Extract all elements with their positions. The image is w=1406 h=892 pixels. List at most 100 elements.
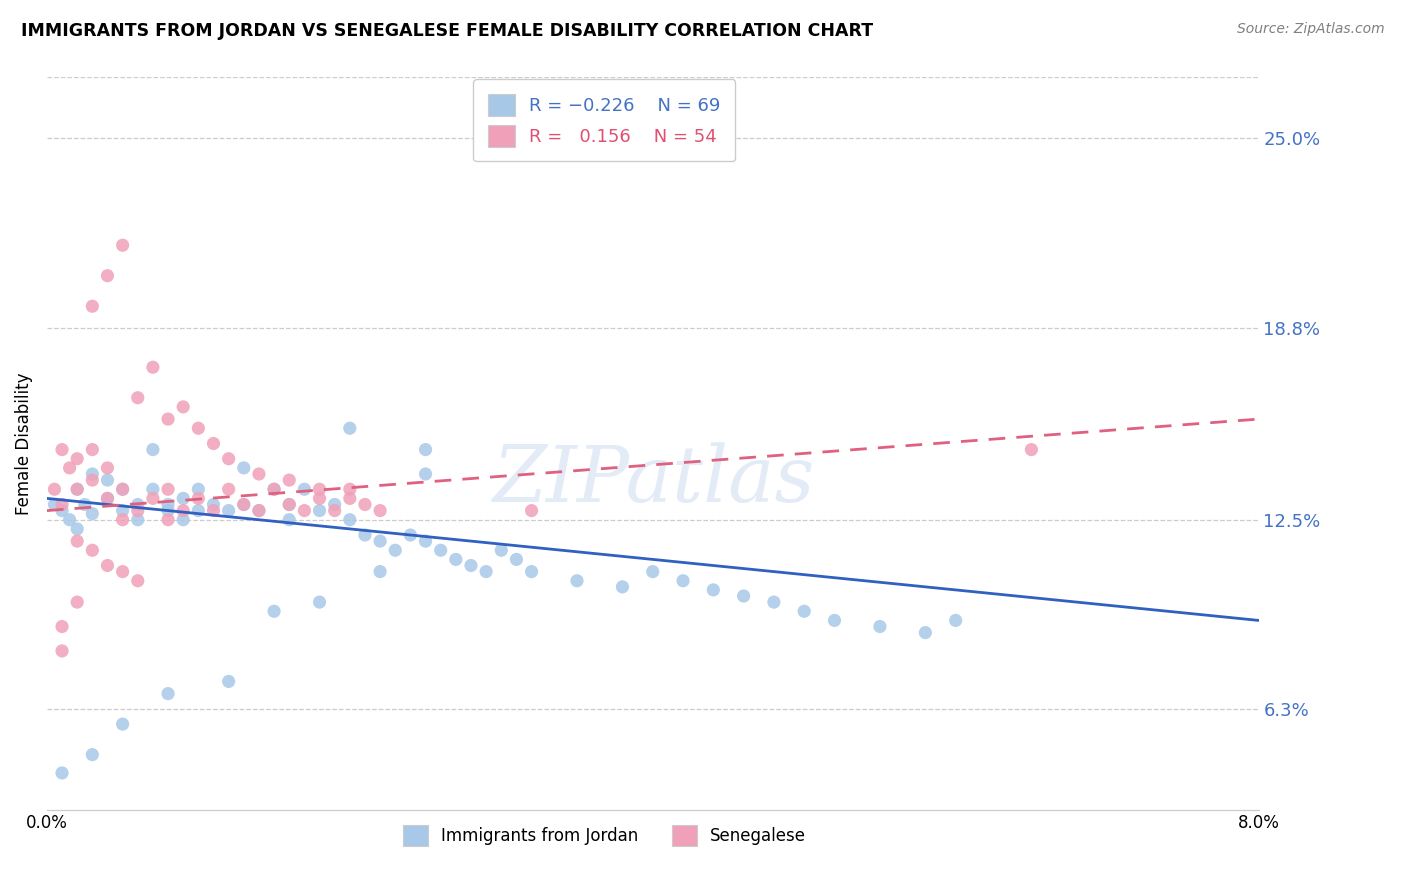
Point: [187, 421, 209, 435]
Point: [172, 503, 194, 517]
Point: [368, 534, 391, 549]
Point: [96, 473, 118, 487]
Point: [384, 543, 406, 558]
Point: [82, 442, 104, 457]
Point: [142, 442, 165, 457]
Point: [172, 491, 194, 506]
Point: [247, 503, 270, 517]
Point: [44, 482, 66, 496]
Point: [59, 513, 82, 527]
Point: [157, 687, 180, 701]
Point: [339, 513, 361, 527]
Point: [82, 299, 104, 313]
Point: [82, 747, 104, 762]
Point: [157, 412, 180, 426]
Point: [111, 565, 134, 579]
Point: [565, 574, 588, 588]
Point: [429, 543, 451, 558]
Point: [111, 513, 134, 527]
Point: [66, 534, 89, 549]
Point: [96, 491, 118, 506]
Point: [339, 421, 361, 435]
Point: [59, 461, 82, 475]
Point: [869, 619, 891, 633]
Point: [263, 482, 285, 496]
Point: [824, 614, 846, 628]
Point: [142, 491, 165, 506]
Point: [520, 565, 543, 579]
Point: [232, 498, 254, 512]
Point: [247, 467, 270, 481]
Point: [612, 580, 634, 594]
Point: [82, 543, 104, 558]
Point: [914, 625, 936, 640]
Point: [172, 513, 194, 527]
Point: [82, 507, 104, 521]
Point: [733, 589, 755, 603]
Point: [66, 482, 89, 496]
Point: [672, 574, 695, 588]
Point: [354, 528, 377, 542]
Point: [202, 498, 225, 512]
Point: [339, 482, 361, 496]
Point: [96, 558, 118, 573]
Point: [187, 491, 209, 506]
Point: [127, 574, 149, 588]
Point: [157, 513, 180, 527]
Legend: R = −0.226    N = 69, R =   0.156    N = 54: R = −0.226 N = 69, R = 0.156 N = 54: [474, 79, 735, 161]
Point: [415, 467, 437, 481]
Point: [641, 565, 664, 579]
Point: [323, 503, 346, 517]
Point: [292, 503, 315, 517]
Point: [232, 498, 254, 512]
Point: [308, 595, 330, 609]
Point: [202, 436, 225, 450]
Point: [945, 614, 967, 628]
Point: [278, 498, 301, 512]
Point: [762, 595, 785, 609]
Point: [218, 674, 240, 689]
Point: [702, 582, 724, 597]
Point: [415, 534, 437, 549]
Point: [218, 451, 240, 466]
Point: [368, 503, 391, 517]
Point: [66, 595, 89, 609]
Point: [82, 467, 104, 481]
Point: [66, 522, 89, 536]
Point: [339, 491, 361, 506]
Point: [96, 461, 118, 475]
Point: [263, 604, 285, 618]
Point: [187, 482, 209, 496]
Point: [127, 503, 149, 517]
Point: [111, 503, 134, 517]
Point: [142, 360, 165, 375]
Point: [247, 503, 270, 517]
Point: [51, 442, 73, 457]
Point: [399, 528, 422, 542]
Point: [202, 503, 225, 517]
Point: [51, 766, 73, 780]
Point: [278, 513, 301, 527]
Point: [51, 644, 73, 658]
Point: [44, 498, 66, 512]
Point: [127, 391, 149, 405]
Point: [505, 552, 527, 566]
Text: IMMIGRANTS FROM JORDAN VS SENEGALESE FEMALE DISABILITY CORRELATION CHART: IMMIGRANTS FROM JORDAN VS SENEGALESE FEM…: [21, 22, 873, 40]
Point: [111, 482, 134, 496]
Point: [292, 482, 315, 496]
Point: [444, 552, 467, 566]
Text: ZIPatlas: ZIPatlas: [492, 442, 814, 518]
Point: [66, 451, 89, 466]
Point: [232, 461, 254, 475]
Point: [263, 482, 285, 496]
Point: [96, 491, 118, 506]
Point: [354, 498, 377, 512]
Point: [491, 543, 513, 558]
Point: [111, 482, 134, 496]
Point: [1021, 442, 1043, 457]
Point: [51, 503, 73, 517]
Point: [111, 717, 134, 731]
Point: [73, 498, 96, 512]
Point: [157, 482, 180, 496]
Y-axis label: Female Disability: Female Disability: [15, 372, 32, 515]
